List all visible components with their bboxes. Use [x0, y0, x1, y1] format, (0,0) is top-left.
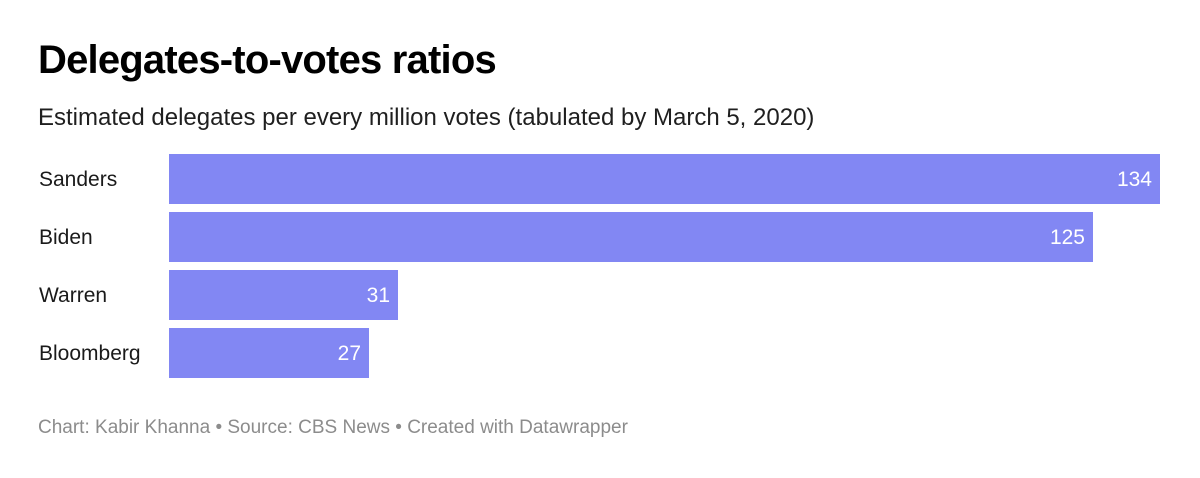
bar [169, 328, 369, 378]
bar-row: Biden 125 [0, 212, 1200, 262]
bar-category-label: Sanders [39, 168, 118, 191]
bar [169, 154, 1160, 204]
bar [169, 270, 398, 320]
bar-value-label: 125 [1049, 226, 1085, 249]
bar-category-label: Warren [39, 284, 108, 307]
bar-value-label: 27 [337, 342, 361, 365]
bar-row: Warren 31 [0, 270, 1200, 320]
bar-category-label: Bloomberg [39, 342, 141, 365]
bar-value-label: 134 [1116, 168, 1152, 191]
chart-credit-footer: Chart: Kabir Khanna • Source: CBS News •… [38, 417, 628, 438]
bar-row: Sanders 134 [0, 154, 1200, 204]
bar-row: Bloomberg 27 [0, 328, 1200, 378]
bar [169, 212, 1093, 262]
bar-category-label: Biden [39, 226, 93, 249]
chart-subtitle: Estimated delegates per every million vo… [38, 104, 815, 131]
bar-value-label: 31 [366, 284, 390, 307]
chart-title: Delegates-to-votes ratios [38, 38, 497, 82]
